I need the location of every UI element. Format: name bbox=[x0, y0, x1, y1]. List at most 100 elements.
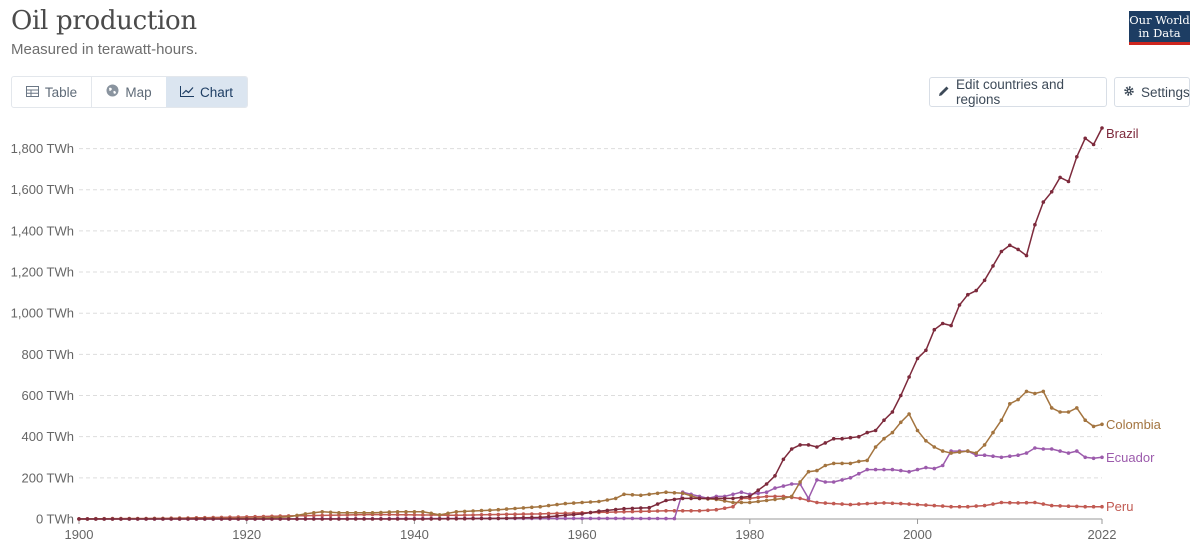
brazil-point bbox=[991, 264, 995, 268]
ecuador-point bbox=[639, 516, 643, 521]
table-icon bbox=[25, 85, 39, 100]
peru-point bbox=[865, 501, 869, 506]
x-tick-label: 2022 bbox=[1088, 527, 1117, 542]
brazil-point bbox=[1024, 253, 1029, 258]
colombia-point bbox=[991, 430, 995, 435]
peru-point bbox=[957, 504, 962, 509]
colombia-point bbox=[806, 469, 811, 474]
peru-point bbox=[915, 502, 920, 507]
colombia-point bbox=[1041, 389, 1046, 394]
ecuador-point bbox=[773, 486, 777, 490]
brazil-point bbox=[1041, 200, 1046, 204]
ecuador-point bbox=[1083, 455, 1087, 460]
colombia-point bbox=[353, 511, 358, 515]
edit-countries-label: Edit countries and regions bbox=[956, 77, 1065, 107]
y-tick-label: 800 TWh bbox=[21, 347, 74, 362]
edit-countries-button[interactable]: Edit countries and regions bbox=[929, 77, 1107, 107]
ecuador-point bbox=[655, 516, 660, 521]
y-tick-label: 200 TWh bbox=[21, 470, 74, 485]
peru-point bbox=[462, 513, 467, 517]
ecuador-point bbox=[991, 454, 995, 459]
ecuador-point bbox=[756, 491, 760, 496]
colombia-point bbox=[882, 436, 886, 441]
peru-point bbox=[764, 494, 769, 499]
peru-point bbox=[655, 509, 660, 513]
colombia-point bbox=[370, 511, 375, 515]
peru-point bbox=[546, 511, 551, 516]
colombia-point bbox=[982, 443, 987, 447]
peru-point bbox=[714, 507, 719, 512]
peru-point bbox=[672, 509, 677, 513]
page-subtitle: Measured in terawatt-hours. bbox=[11, 41, 198, 58]
series-label-brazil: Brazil bbox=[1106, 126, 1139, 141]
ecuador-point bbox=[571, 516, 576, 521]
ecuador-point bbox=[907, 469, 911, 474]
view-tabs: Table Map Chart bbox=[11, 76, 248, 108]
globe-icon bbox=[106, 84, 119, 100]
ecuador-point bbox=[999, 455, 1004, 460]
brazil-point bbox=[236, 517, 241, 521]
tab-chart[interactable]: Chart bbox=[166, 77, 247, 107]
peru-point bbox=[756, 495, 760, 500]
brazil-point bbox=[915, 356, 920, 361]
brazil-point bbox=[228, 517, 232, 521]
colombia-point bbox=[907, 412, 911, 416]
brazil-point bbox=[1058, 175, 1062, 180]
colombia-point bbox=[949, 451, 953, 455]
colombia-point bbox=[655, 491, 660, 496]
colombia-point bbox=[303, 512, 308, 516]
settings-button[interactable]: Settings bbox=[1114, 77, 1190, 107]
brazil-point bbox=[597, 509, 601, 513]
brazil-point bbox=[169, 517, 173, 521]
peru-point bbox=[1058, 504, 1062, 508]
brazil-point bbox=[1083, 136, 1087, 141]
brazil-point bbox=[270, 517, 274, 521]
brazil-point bbox=[823, 441, 828, 445]
series-brazil bbox=[77, 126, 1104, 521]
peru-point bbox=[907, 502, 911, 506]
colombia-point bbox=[421, 510, 425, 514]
colombia-point bbox=[538, 504, 542, 509]
brazil-point bbox=[77, 517, 81, 521]
tab-map[interactable]: Map bbox=[92, 77, 166, 107]
colombia-point bbox=[496, 507, 501, 512]
page-title: Oil production bbox=[11, 6, 197, 36]
colombia-point bbox=[899, 420, 903, 425]
tab-table[interactable]: Table bbox=[12, 77, 92, 107]
colombia-point bbox=[395, 510, 400, 514]
peru-point bbox=[395, 512, 400, 517]
colombia-point bbox=[471, 509, 475, 513]
ecuador-point bbox=[1008, 454, 1012, 459]
brazil-point bbox=[404, 517, 408, 521]
colombia-point bbox=[890, 430, 895, 435]
tab-chart-label: Chart bbox=[199, 84, 233, 100]
x-tick-label: 1940 bbox=[400, 527, 429, 542]
colombia-point bbox=[462, 509, 467, 514]
colombia-point bbox=[1024, 389, 1029, 394]
ecuador-point bbox=[1091, 456, 1096, 461]
peru-point bbox=[731, 504, 735, 509]
brazil-point bbox=[873, 428, 878, 433]
brazil-point bbox=[949, 323, 953, 328]
ecuador-point bbox=[932, 466, 937, 471]
brazil-point bbox=[471, 516, 475, 521]
peru-point bbox=[722, 506, 727, 511]
brazil-point bbox=[899, 393, 903, 398]
brazil-point bbox=[1066, 179, 1071, 184]
brazil-point bbox=[387, 517, 392, 521]
colombia-point bbox=[639, 493, 643, 498]
brazil-point bbox=[219, 517, 224, 521]
colombia-point bbox=[773, 497, 777, 502]
brazil-point bbox=[144, 517, 148, 521]
peru-point bbox=[1024, 500, 1029, 505]
brazil-point bbox=[563, 513, 568, 518]
colombia-point bbox=[513, 506, 517, 511]
colombia-point bbox=[664, 490, 668, 495]
peru-point bbox=[1083, 504, 1087, 509]
owid-logo[interactable]: Our World in Data bbox=[1129, 11, 1190, 45]
brazil-point bbox=[538, 515, 542, 520]
peru-point bbox=[530, 512, 534, 516]
peru-point bbox=[940, 504, 945, 508]
colombia-point bbox=[530, 505, 534, 510]
brazil-point bbox=[320, 517, 325, 521]
